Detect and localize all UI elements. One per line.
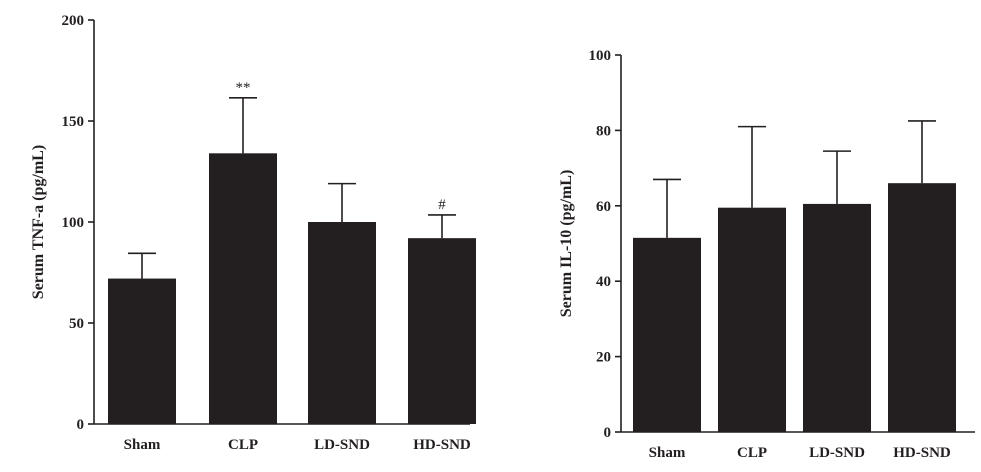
y-tick-label: 150 [62, 114, 85, 130]
bar-hd-snd [888, 183, 956, 432]
y-tick-label: 100 [62, 215, 85, 231]
bar-ld-snd [308, 222, 376, 424]
x-tick-label: LD-SND [314, 437, 370, 453]
x-tick-label: HD-SND [413, 437, 471, 453]
x-tick-label: LD-SND [809, 445, 865, 461]
y-tick-label: 50 [69, 316, 84, 332]
y-axis-label: Serum TNF-a (pg/mL) [30, 145, 47, 299]
bar-sham [108, 278, 176, 424]
y-tick-label: 20 [596, 350, 611, 366]
y-tick-label: 80 [596, 123, 611, 139]
y-tick-label: 0 [604, 425, 612, 441]
tnf-alpha-chart: 0 50 100 150 200 Serum TNF-a (pg/mL) Sham CLP **… [30, 13, 476, 453]
bar-ld-snd [803, 203, 871, 432]
bar-clp [209, 153, 277, 424]
y-tick-label: 0 [77, 417, 85, 433]
il-10-chart: 0 20 40 60 80 100 Serum IL-10 (pg/mL) Sham CLP LD… [558, 48, 975, 461]
y-tick-label: 100 [589, 48, 612, 64]
significance-marker: ** [236, 80, 251, 96]
x-tick-label: Sham [124, 437, 161, 453]
bar-sham [633, 237, 701, 432]
bar-clp [718, 207, 786, 432]
y-tick-label: 60 [596, 199, 611, 215]
y-tick-label: 200 [62, 13, 85, 29]
y-tick-label: 40 [596, 274, 611, 290]
x-tick-label: Sham [649, 445, 686, 461]
x-tick-label: CLP [737, 445, 767, 461]
x-tick-label: HD-SND [893, 445, 951, 461]
y-axis-label: Serum IL-10 (pg/mL) [558, 170, 575, 318]
bar-hd-snd [408, 238, 476, 424]
x-tick-label: CLP [228, 437, 258, 453]
significance-marker: # [438, 197, 446, 213]
